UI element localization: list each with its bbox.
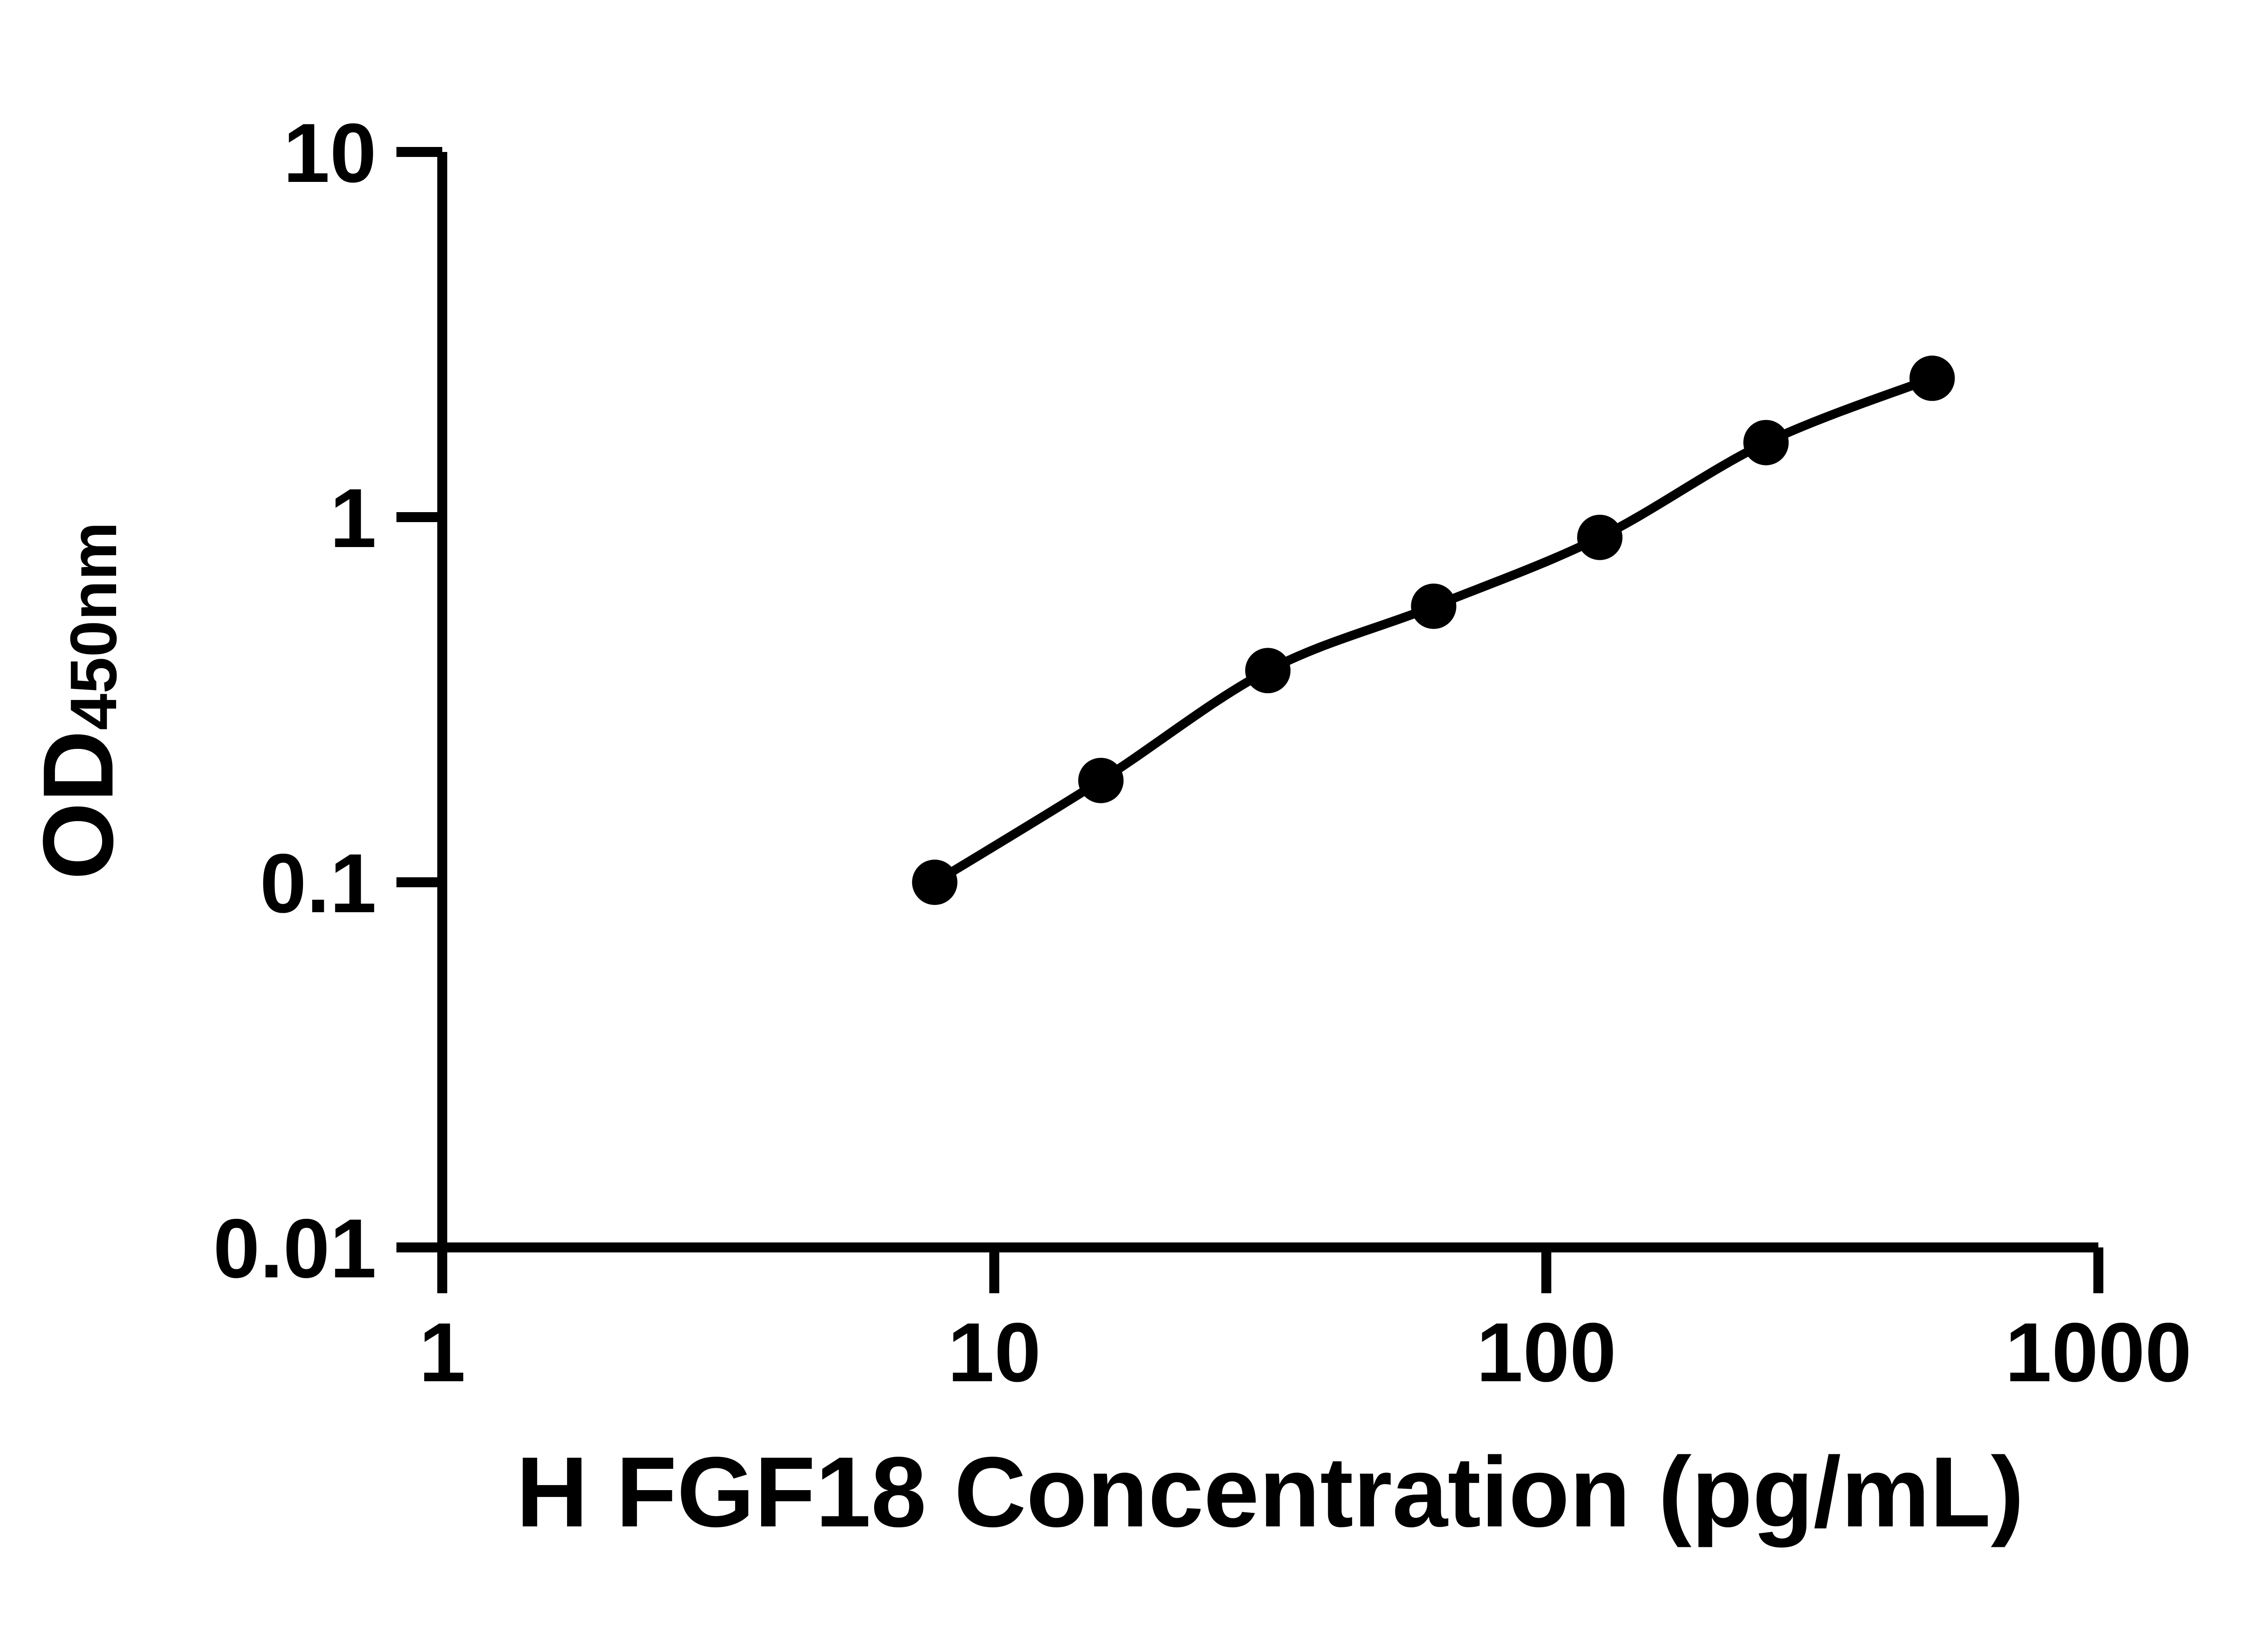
y-tick-label: 10 [283,107,376,200]
x-axis-title: H FGF18 Concentration (pg/mL) [516,1436,2024,1548]
y-tick-label: 1 [330,472,376,565]
x-axis-tick-labels: 1 10 100 1000 [419,1306,2192,1399]
y-tick-label: 0.1 [260,837,376,930]
y-axis-title-main: OD [22,730,134,880]
data-point [912,860,958,905]
y-axis-ticks [396,147,442,1252]
data-point [1577,514,1623,560]
y-axis-tick-labels: 10 1 0.1 0.01 [213,107,376,1296]
data-point [1245,648,1291,694]
y-axis-title: OD450nm [22,522,134,880]
x-tick-label: 100 [1476,1306,1617,1399]
x-axis-ticks [437,1247,2103,1293]
y-tick-label: 0.01 [213,1202,376,1296]
data-point [1078,758,1124,803]
data-point [1411,583,1457,629]
data-point [1909,355,1955,401]
x-tick-label: 1000 [2005,1306,2192,1399]
x-tick-label: 1 [419,1306,466,1399]
data-point-markers [912,355,1955,905]
data-point [1743,420,1789,465]
x-tick-label: 10 [948,1306,1041,1399]
y-axis-title-subscript: 450nm [57,522,130,730]
